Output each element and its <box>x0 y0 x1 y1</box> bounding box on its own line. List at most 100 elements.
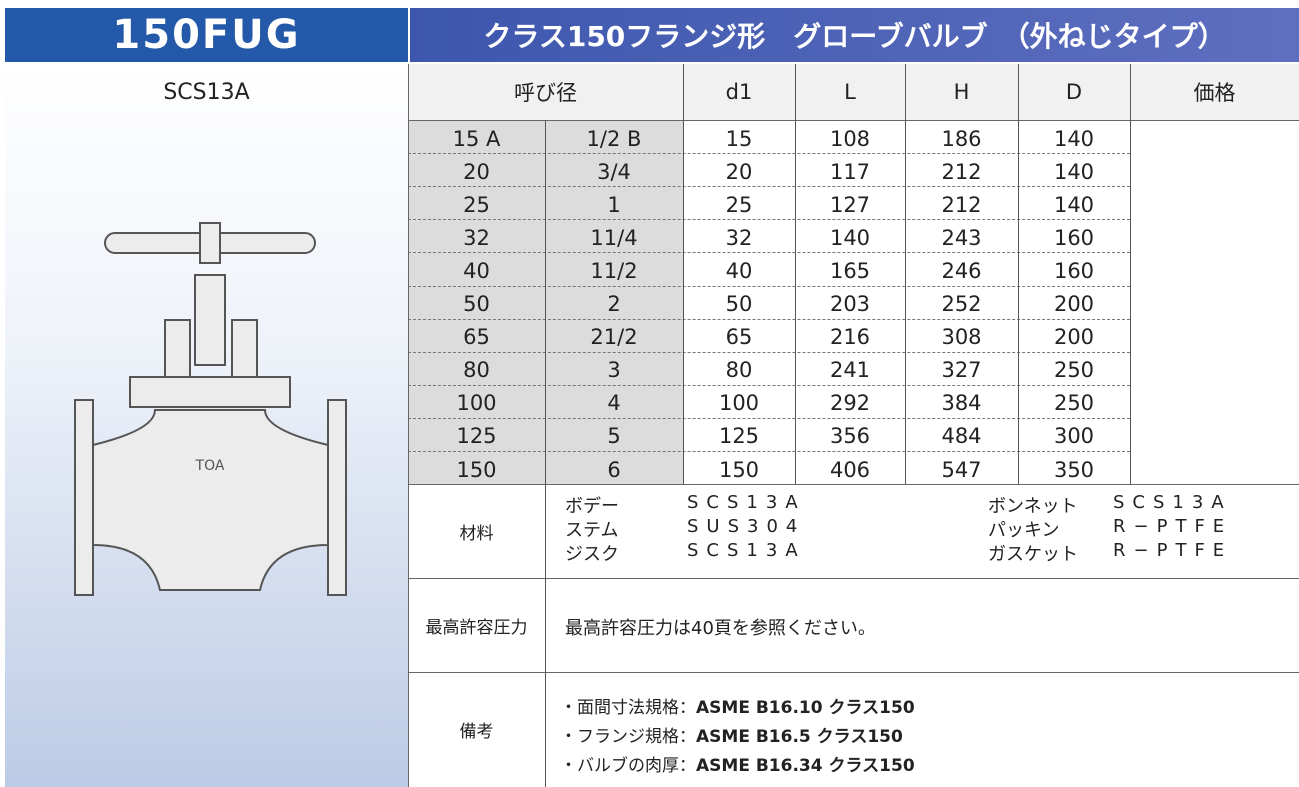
code-header: 150FUG <box>5 8 408 62</box>
table-cell: 3 <box>607 358 621 383</box>
rule <box>408 672 1299 673</box>
table-cell: 40 <box>463 258 490 283</box>
table-cell: 200 <box>1053 292 1095 317</box>
column-header: L <box>844 80 856 104</box>
note-line: ・面間寸法規格：ASME B16.10 クラス150 <box>560 693 915 718</box>
table-cell: 246 <box>941 258 982 283</box>
table-cell: 127 <box>829 192 871 217</box>
table-cell: 406 <box>829 457 871 482</box>
row-divider <box>408 186 1130 188</box>
table-cell: 140 <box>1053 159 1095 184</box>
spec-label: 材料 <box>459 523 494 544</box>
column-header: 価格 <box>1193 81 1236 105</box>
table-cell: 65 <box>725 325 753 350</box>
table-cell: 165 <box>829 258 871 283</box>
rule <box>408 120 1299 121</box>
table-cell: 3/4 <box>597 159 631 184</box>
column-divider <box>683 64 684 485</box>
table-cell: 250 <box>1053 391 1095 416</box>
note-prefix: ・フランジ規格： <box>560 727 696 747</box>
table-cell: 125 <box>456 424 497 449</box>
table-cell: 300 <box>1053 424 1095 449</box>
table-cell: 125 <box>718 424 760 449</box>
note-standard: ASME B16.10 クラス150 <box>696 698 915 718</box>
table-cell: 140 <box>1053 192 1095 217</box>
material-name: ステム <box>565 520 619 542</box>
material-value: SUS304 <box>687 516 806 538</box>
material-label: SCS13A <box>163 79 250 105</box>
column-divider <box>545 120 546 485</box>
table-cell: 150 <box>456 457 497 482</box>
note-line: ・フランジ規格：ASME B16.5 クラス150 <box>560 722 903 747</box>
valve-drawing: TOA <box>74 222 347 596</box>
table-cell: 65 <box>463 325 490 350</box>
table-cell: 160 <box>1053 258 1095 283</box>
header-row-bg <box>408 64 1299 120</box>
material-value: R−PTFE <box>1113 540 1233 562</box>
table-cell: 6 <box>607 457 621 482</box>
table-cell: 350 <box>1053 457 1095 482</box>
table-cell: 203 <box>829 292 871 317</box>
spec-label: 最高許容圧力 <box>425 617 528 638</box>
row-divider <box>408 153 1130 155</box>
table-cell: 250 <box>1053 358 1095 383</box>
table-cell: 80 <box>463 358 490 383</box>
note-standard: ASME B16.34 クラス150 <box>696 756 915 776</box>
note-line: ・バルブの肉厚：ASME B16.34 クラス150 <box>560 751 915 776</box>
table-cell: 15 <box>725 126 753 151</box>
table-cell: 212 <box>941 159 982 184</box>
table-cell: 20 <box>725 159 753 184</box>
table-cell: 32 <box>463 225 490 250</box>
table-cell: 50 <box>463 292 490 317</box>
row-divider <box>408 451 1130 452</box>
table-cell: 200 <box>1053 325 1095 350</box>
material-value: SCS13A <box>687 492 806 514</box>
table-cell: 547 <box>941 457 982 482</box>
column-divider <box>905 64 906 485</box>
rule <box>408 578 1299 579</box>
spec-label: 備考 <box>459 722 494 742</box>
rule <box>408 64 409 787</box>
pressure-text: 最高許容圧力は40頁を参照ください。 <box>565 618 876 639</box>
table-cell: 20 <box>463 159 490 184</box>
table-cell: 140 <box>829 225 871 250</box>
column-header: D <box>1065 80 1083 104</box>
table-cell: 2 <box>607 292 621 317</box>
note-prefix: ・バルブの肉厚： <box>560 756 696 776</box>
rule <box>408 484 1299 486</box>
note-prefix: ・面間寸法規格： <box>560 698 696 718</box>
table-cell: 212 <box>941 192 982 217</box>
column-divider <box>795 64 796 485</box>
table-cell: 216 <box>829 325 871 350</box>
table-cell: 160 <box>1053 225 1095 250</box>
svg-text:TOA: TOA <box>195 458 225 474</box>
table-cell: 40 <box>725 258 753 283</box>
row-divider <box>408 318 1130 320</box>
material-value: SCS13A <box>687 540 806 562</box>
table-cell: 117 <box>829 159 871 184</box>
table-cell: 25 <box>725 192 753 217</box>
table-cell: 100 <box>718 391 760 416</box>
material-name: ジスク <box>565 544 619 566</box>
table-cell: 186 <box>941 126 982 151</box>
note-standard: ASME B16.5 クラス150 <box>696 727 903 747</box>
column-divider <box>1018 64 1019 485</box>
table-cell: 243 <box>941 225 982 250</box>
row-divider <box>408 252 1130 254</box>
column-header: H <box>953 80 970 104</box>
table-cell: 308 <box>941 325 982 350</box>
table-cell: 327 <box>941 358 982 383</box>
table-cell: 25 <box>463 192 490 217</box>
material-name: ボンネット <box>988 496 1078 518</box>
table-cell: 11/2 <box>590 258 638 283</box>
title-header: クラス150フランジ形 グローブバルブ （外ねじタイプ） <box>410 8 1299 62</box>
table-cell: 11/4 <box>590 225 638 250</box>
table-cell: 80 <box>725 358 753 383</box>
column-divider <box>1130 64 1131 485</box>
table-cell: 15 A <box>452 126 501 151</box>
material-name: パッキン <box>988 520 1060 542</box>
column-divider <box>545 484 546 787</box>
table-cell: 50 <box>725 292 753 317</box>
table-cell: 1 <box>607 192 621 217</box>
